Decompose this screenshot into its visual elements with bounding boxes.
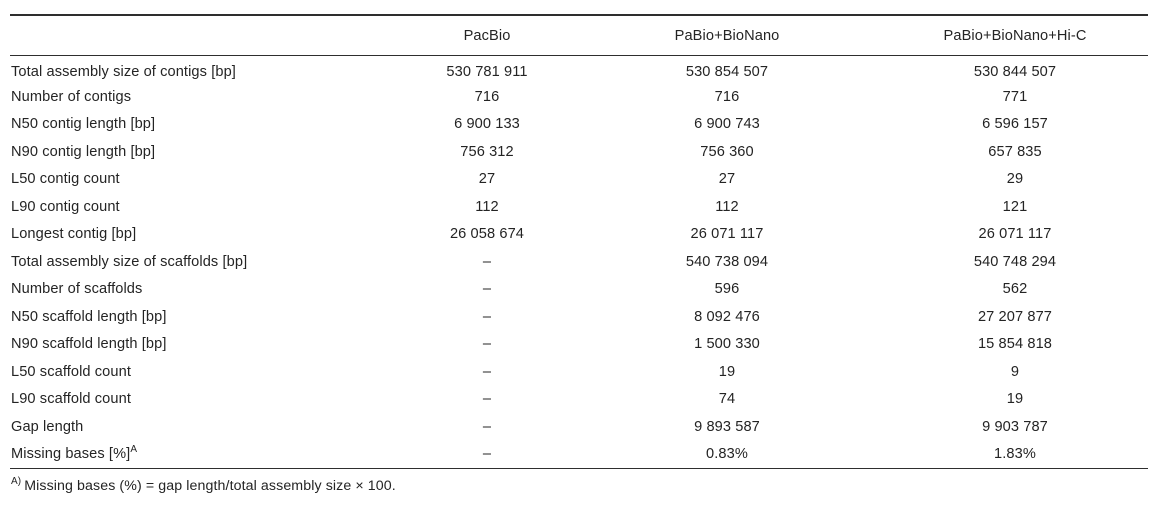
row-label: Longest contig [bp] (11, 226, 137, 243)
footnote-text: Missing bases (%) = gap length/total ass… (24, 477, 396, 494)
table-cell: – (482, 363, 492, 380)
table-cell: 112 (715, 198, 739, 215)
table-cell: 716 (474, 88, 500, 105)
table-cell: 540 748 294 (973, 253, 1057, 270)
table-cell: 1 500 330 (694, 336, 760, 353)
table-row: N90 scaffold length [bp] – 1 500 330 15 854… (10, 331, 1148, 359)
column-header-pacbio: PacBio (402, 15, 572, 56)
table-cell: 29 (1006, 171, 1024, 188)
table-row: L90 contig count 112 112 121 (10, 193, 1148, 221)
row-label: N90 contig length [bp] (11, 143, 156, 160)
table-cell: 112 (475, 198, 499, 215)
table-cell: – (482, 391, 492, 408)
table-cell: 26 071 117 (978, 226, 1052, 243)
footnote-marker: A) (11, 475, 22, 487)
table-cell: – (482, 336, 492, 353)
table-cell: 6 596 157 (982, 116, 1048, 133)
row-label: L50 scaffold count (11, 363, 131, 380)
table-cell: 6 900 743 (694, 116, 760, 133)
table-cell: 26 071 117 (690, 226, 764, 243)
row-label-superscript: A (130, 444, 138, 456)
row-label: Total assembly size of contigs [bp] (11, 63, 236, 80)
table-cell: 26 058 674 (449, 226, 525, 243)
table-row: Total assembly size of contigs [bp] 530 7… (10, 56, 1148, 84)
table-body: Total assembly size of contigs [bp] 530 7… (10, 56, 1148, 469)
table-cell: 756 360 (700, 143, 754, 160)
table-cell: 8 092 476 (694, 308, 760, 325)
row-label: Number of scaffolds (11, 281, 143, 298)
table-row: L50 scaffold count – 19 9 (10, 358, 1148, 386)
table-row: Longest contig [bp] 26 058 674 26 071 117 2… (10, 221, 1148, 249)
table-cell: 771 (1002, 88, 1028, 105)
table-cell: 657 835 (988, 143, 1042, 160)
table-cell: 121 (1002, 198, 1028, 215)
table-cell: 15 854 818 (977, 336, 1053, 353)
column-header-empty (10, 15, 402, 56)
table-cell: 9 903 787 (982, 418, 1048, 435)
table-cell: – (482, 253, 492, 270)
table-cell: 530 781 911 (446, 63, 528, 80)
table-cell: – (482, 446, 492, 462)
table-row: Total assembly size of scaffolds [bp] – 54… (10, 248, 1148, 276)
assembly-stats-table: PacBio PaBio+BioNano PaBio+BioNano+Hi-C … (10, 14, 1148, 469)
row-label: Gap length (11, 418, 84, 435)
table-row: N50 contig length [bp] 6 900 133 6 900 743… (10, 111, 1148, 139)
table-row: Number of contigs 716 716 771 (10, 83, 1148, 111)
table-cell: 530 844 507 (973, 63, 1057, 80)
table-cell: 9 893 587 (694, 418, 760, 435)
table-row: N90 contig length [bp] 756 312 756 360 657 … (10, 138, 1148, 166)
table-row: L90 scaffold count – 74 19 (10, 386, 1148, 414)
table-cell: 540 738 094 (685, 253, 769, 270)
table-cell: 6 900 133 (454, 116, 520, 133)
table-row: N50 scaffold length [bp] – 8 092 476 27 207… (10, 303, 1148, 331)
row-label: N50 scaffold length [bp] (11, 308, 167, 325)
table-row: Missing bases [%]A – 0.83% 1.83% (10, 441, 1148, 469)
table-cell: 596 (714, 281, 740, 298)
table-cell: – (482, 418, 492, 435)
table-cell: 27 207 877 (977, 308, 1053, 325)
table-cell: 0.83% (706, 446, 748, 462)
table-cell: 74 (718, 391, 736, 408)
table-cell: – (482, 281, 492, 298)
table-cell: 9 (1010, 363, 1020, 380)
column-header-pabio-bionano-hic: PaBio+BioNano+Hi-C (882, 15, 1148, 56)
table-cell: 562 (1002, 281, 1028, 298)
row-label: L50 contig count (11, 171, 120, 188)
table-cell: – (482, 308, 492, 325)
column-header-pabio-bionano: PaBio+BioNano (572, 15, 882, 56)
table-row: Gap length – 9 893 587 9 903 787 (10, 413, 1148, 441)
table-header: PacBio PaBio+BioNano PaBio+BioNano+Hi-C (10, 15, 1148, 56)
table-cell: 716 (714, 88, 740, 105)
table-cell: 19 (1006, 391, 1024, 408)
table-cell: 27 (478, 171, 496, 188)
row-label: N50 contig length [bp] (11, 116, 156, 133)
header-row: PacBio PaBio+BioNano PaBio+BioNano+Hi-C (10, 15, 1148, 56)
table-cell: 19 (718, 363, 736, 380)
row-label: Total assembly size of scaffolds [bp] (11, 253, 248, 270)
row-label: N90 scaffold length [bp] (11, 336, 167, 353)
row-label: L90 contig count (11, 198, 120, 215)
row-label: Number of contigs (11, 88, 132, 105)
table-cell: 1.83% (994, 446, 1036, 462)
table-cell: 27 (718, 171, 736, 188)
table-cell: 756 312 (460, 143, 514, 160)
table-footnote: A) Missing bases (%) = gap length/total a… (11, 475, 1164, 494)
table-cell: 530 854 507 (685, 63, 769, 80)
row-label: Missing bases [%]A (11, 444, 138, 462)
table-row: L50 contig count 27 27 29 (10, 166, 1148, 194)
row-label: L90 scaffold count (11, 391, 131, 408)
table-row: Number of scaffolds – 596 562 (10, 276, 1148, 304)
